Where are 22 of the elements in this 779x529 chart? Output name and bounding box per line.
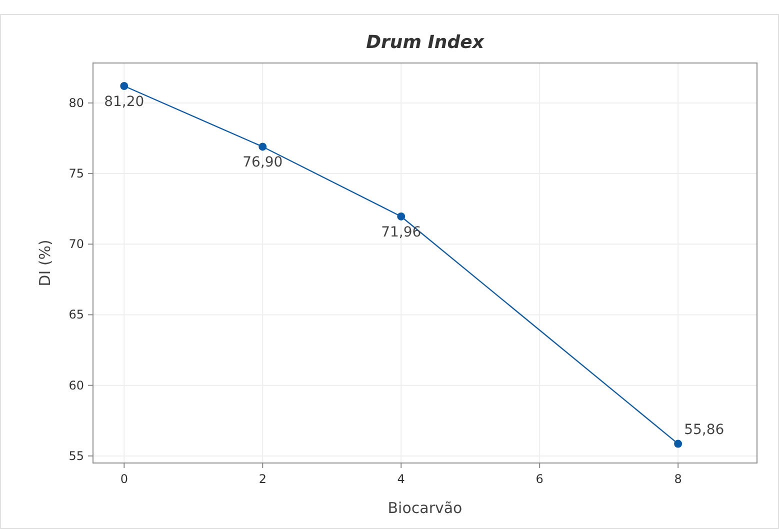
point — [258, 142, 267, 151]
x-axis-title: Biocarvão — [388, 499, 462, 517]
x-tick-label: 4 — [397, 472, 405, 486]
y-tick-label: 65 — [68, 308, 84, 322]
data-label: 76,90 — [242, 154, 283, 171]
data-label: 55,86 — [684, 422, 724, 438]
data-label: 81,20 — [104, 94, 144, 110]
chart-title: Drum Index — [366, 32, 486, 53]
x-tick-label: 8 — [674, 472, 682, 486]
y-tick-label: 55 — [68, 448, 84, 463]
y-tick-label: 70 — [68, 237, 84, 252]
x-tick-label: 2 — [258, 472, 266, 486]
x-tick-label: 6 — [536, 472, 544, 486]
point — [674, 440, 682, 448]
point — [397, 212, 406, 220]
data-label: 71,96 — [381, 224, 422, 240]
y-axis-title: DI (%) — [36, 240, 54, 286]
y-tick-label: 60 — [68, 378, 84, 392]
y-tick-label: 75 — [68, 166, 84, 181]
y-tick-label: 80 — [68, 96, 84, 110]
point — [120, 82, 128, 90]
x-tick-label: 0 — [120, 472, 128, 486]
